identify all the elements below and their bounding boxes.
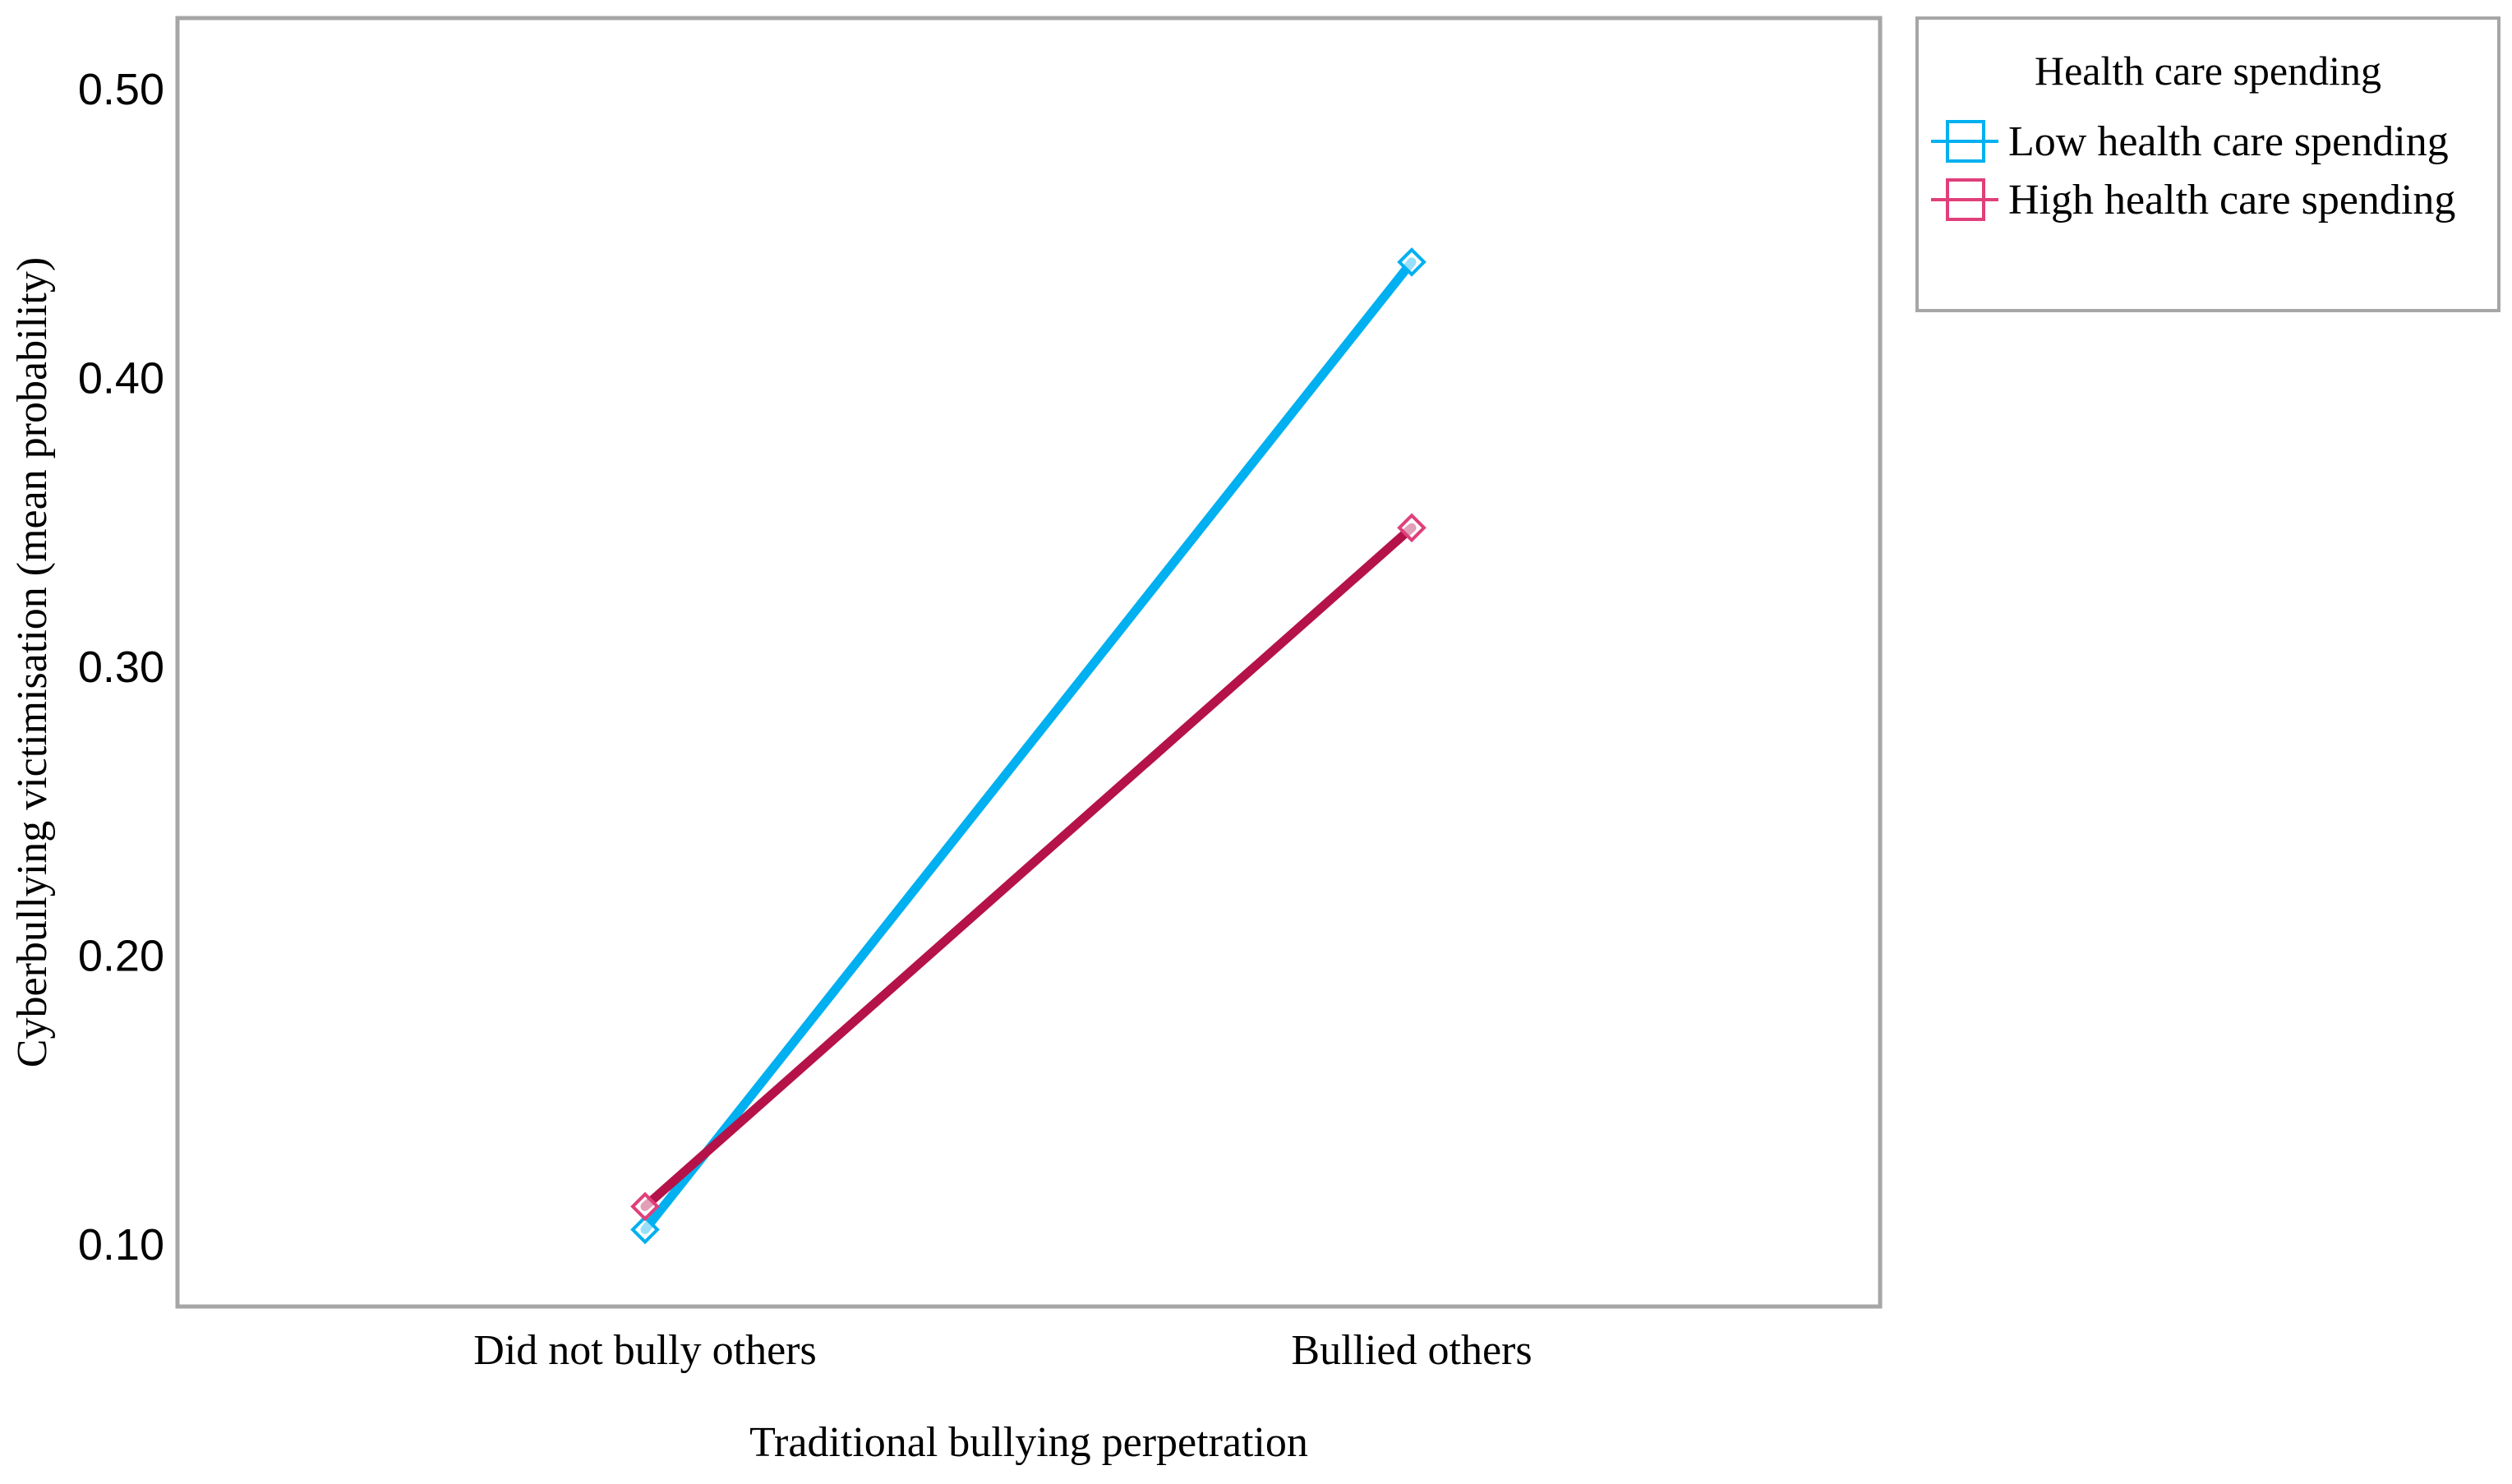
legend: Health care spending Low health care spe… (1915, 16, 2500, 312)
legend-label: High health care spending (2008, 177, 2455, 224)
legend-title: Health care spending (2035, 48, 2381, 94)
legend-box (1915, 16, 2500, 312)
data-point-marker (1397, 513, 1427, 543)
series-line-low (640, 257, 1417, 1234)
data-point-marker (1397, 247, 1427, 277)
data-point-marker (630, 1214, 660, 1245)
y-axis-title: Cyberbullying victimisation (mean probab… (9, 257, 56, 1067)
legend-items: Low health care spending High health care… (1931, 118, 2455, 224)
x-axis-title: Traditional bullying perpetration (749, 1419, 1308, 1466)
legend-label: Low health care spending (2008, 118, 2449, 165)
y-tick-label: 0.20 (78, 932, 164, 981)
y-tick-label: 0.40 (78, 354, 164, 403)
legend-swatch-marker (1946, 120, 1985, 163)
y-axis-ticks: 0.10 0.20 0.30 0.40 0.50 (78, 65, 164, 1270)
x-tick-label: Did not bully others (473, 1327, 816, 1374)
series-markers (630, 247, 1427, 1245)
legend-swatch-marker (1946, 178, 1985, 221)
y-tick-label: 0.30 (78, 643, 164, 692)
data-point-marker (630, 1191, 660, 1222)
plot-area (175, 16, 1883, 1309)
y-tick-label: 0.10 (78, 1220, 164, 1270)
series-lines (640, 257, 1417, 1234)
x-axis-ticks: Did not bully others Bullied others (473, 1327, 1532, 1374)
series-line-high (640, 523, 1417, 1211)
y-tick-label: 0.50 (78, 65, 164, 114)
x-tick-label: Bullied others (1291, 1327, 1532, 1374)
